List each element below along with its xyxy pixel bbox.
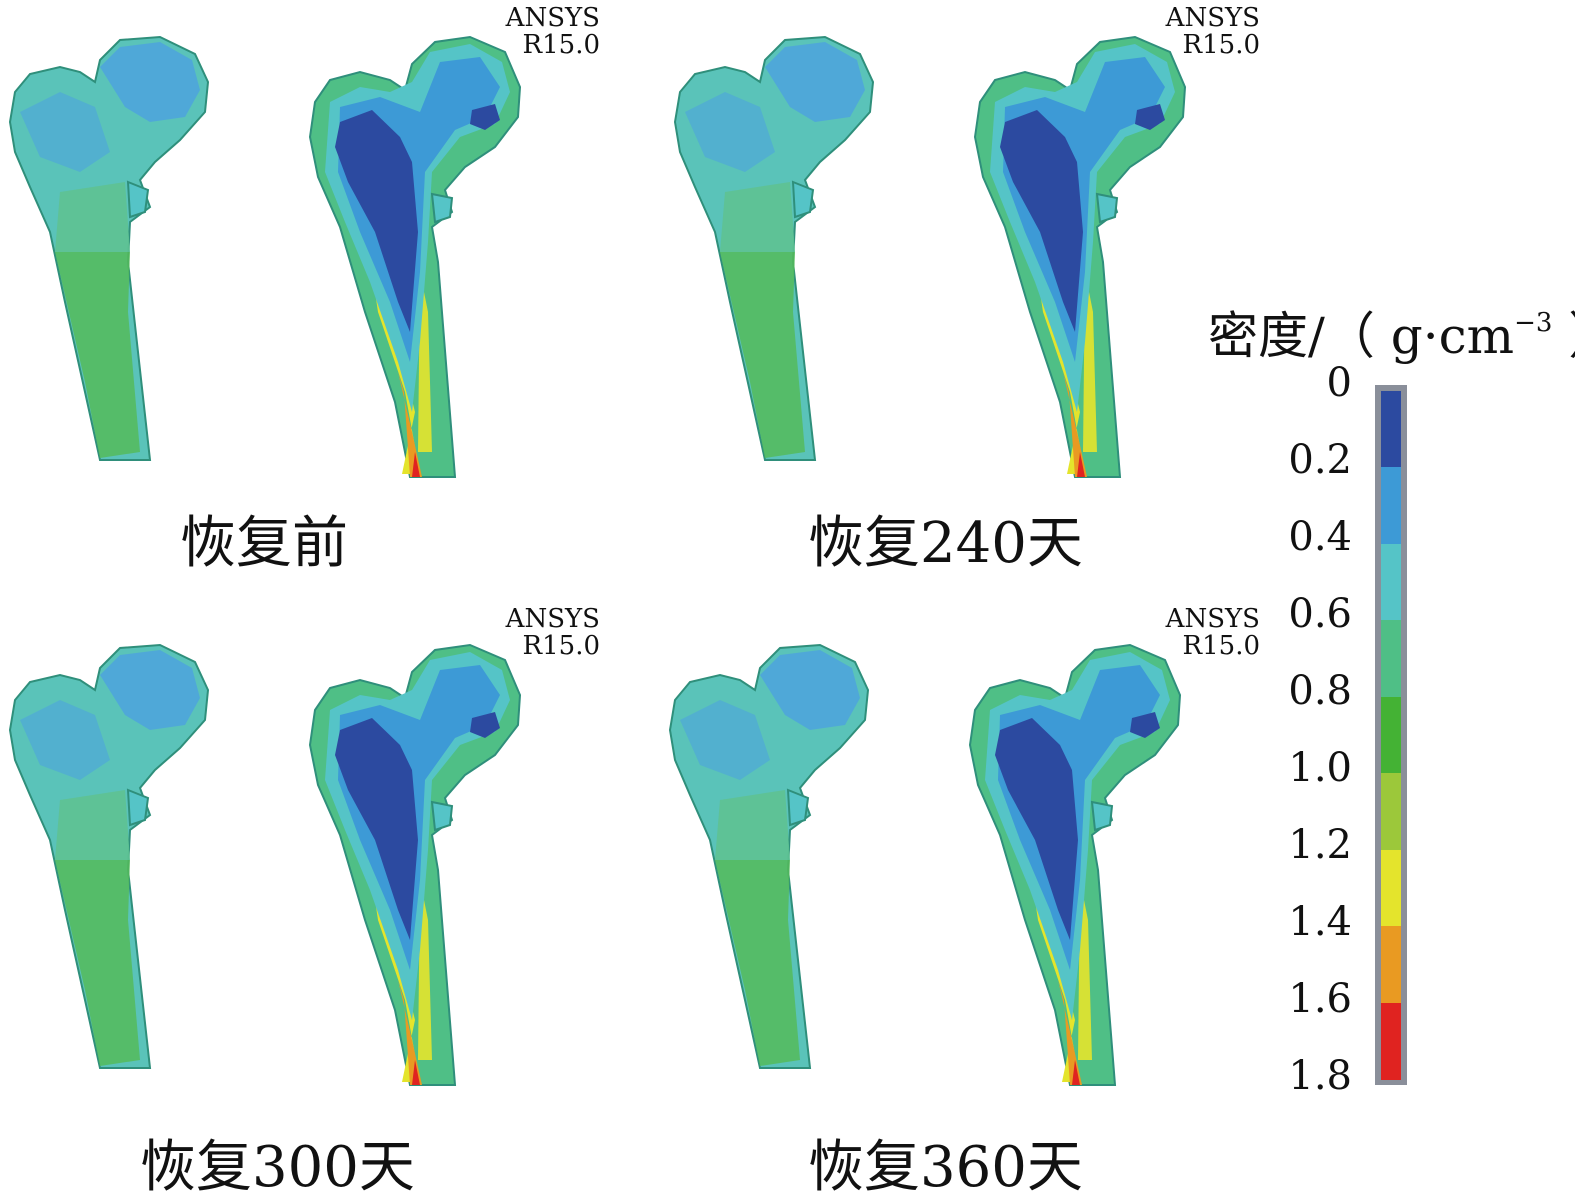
colorbar-segment — [1381, 543, 1401, 622]
ansys-watermark: ANSYS R15.0 — [1165, 3, 1260, 60]
femur-panel-4 — [660, 620, 1280, 1180]
colorbar-segment — [1381, 620, 1401, 698]
colorbar-segment — [1381, 467, 1401, 545]
colorbar-segment — [1381, 849, 1401, 928]
colorbar-tick-label: 1.0 — [1288, 745, 1352, 791]
femur-surface-view — [8, 35, 210, 461]
density-colorbar — [1375, 385, 1407, 1085]
femur-model-pair — [8, 643, 522, 1086]
femur-model-pair — [673, 35, 1187, 478]
colorbar-tick-label: 0.4 — [1288, 514, 1352, 560]
femur-section-view — [968, 643, 1182, 1086]
ansys-watermark: ANSYS R15.0 — [1165, 604, 1260, 661]
panel-caption: 恢复360天 — [808, 1135, 1083, 1200]
colorbar-tick-label: 1.8 — [1288, 1053, 1352, 1099]
colorbar-tick-label: 0.6 — [1288, 591, 1352, 637]
colorbar-segment — [1381, 696, 1401, 775]
colorbar-tick-label: 1.4 — [1288, 899, 1352, 945]
colorbar-tick-label: 1.6 — [1288, 976, 1352, 1022]
femur-section-view — [973, 35, 1187, 478]
femur-surface-view — [8, 643, 210, 1069]
legend-title: 密度/（ g·cm−3 ） — [1208, 307, 1575, 365]
femur-section-view — [308, 643, 522, 1086]
femur-model-pair — [8, 35, 522, 478]
ansys-watermark: ANSYS R15.0 — [505, 3, 600, 60]
colorbar-tick-label: 0 — [1326, 360, 1352, 406]
colorbar-segment — [1381, 773, 1401, 851]
colorbar-tick-label: 0.2 — [1288, 437, 1352, 483]
femur-surface-view — [673, 35, 875, 461]
femur-panel-3 — [0, 620, 620, 1180]
femur-section-view — [308, 35, 522, 478]
femur-panel-2 — [665, 12, 1285, 572]
panel-caption: 恢复前 — [180, 511, 348, 576]
colorbar-segment — [1381, 391, 1401, 469]
panel-caption: 恢复300天 — [140, 1135, 415, 1200]
panel-caption: 恢复240天 — [808, 511, 1083, 576]
ansys-watermark: ANSYS R15.0 — [505, 604, 600, 661]
colorbar-segment — [1381, 1002, 1401, 1080]
femur-panel-1 — [0, 12, 620, 572]
colorbar-tick-label: 1.2 — [1288, 822, 1352, 868]
colorbar-segment — [1381, 926, 1401, 1004]
colorbar-tick-label: 0.8 — [1288, 668, 1352, 714]
femur-model-pair — [668, 643, 1182, 1086]
femur-surface-view — [668, 643, 870, 1069]
